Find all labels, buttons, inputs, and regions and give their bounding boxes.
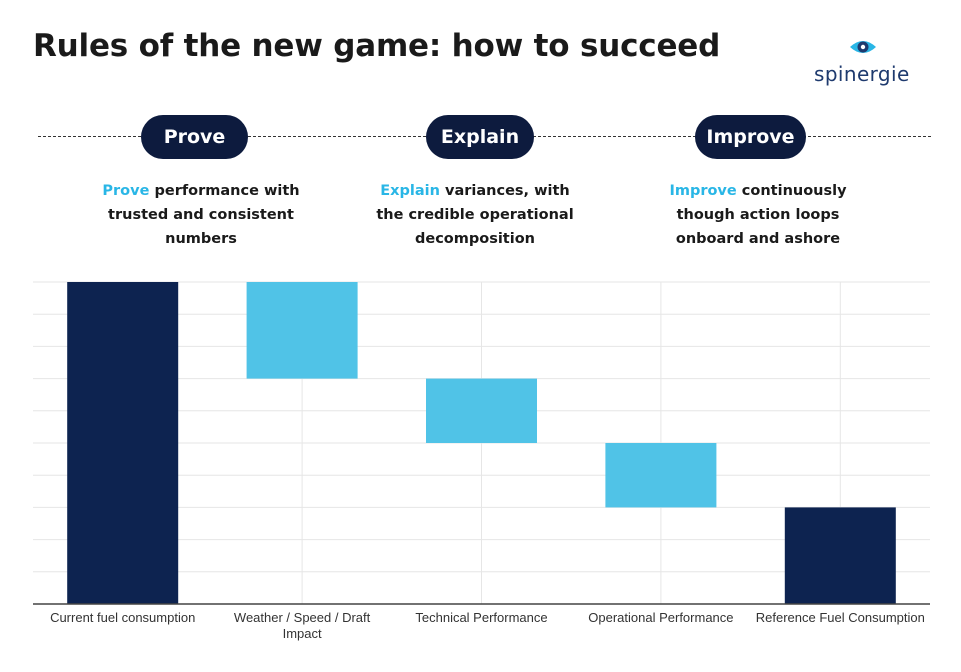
bar-1	[67, 282, 179, 604]
bar-3	[426, 378, 537, 443]
step-prove-description: Prove performance with trusted and consi…	[86, 179, 316, 251]
improve-highlight: Improve	[669, 183, 737, 199]
page-title: Rules of the new game: how to succeed	[33, 28, 721, 64]
explain-line3: decomposition	[414, 231, 535, 247]
x-tick-label: Operational Performance	[588, 610, 733, 625]
explain-highlight: Explain	[380, 183, 440, 199]
improve-line1: continuously	[736, 183, 847, 199]
step-improve-description: Improve continuously though action loops…	[643, 179, 873, 251]
explain-line2: the credible operational	[376, 207, 574, 223]
bar-4	[605, 443, 717, 508]
prove-highlight: Prove	[102, 183, 150, 199]
logo-text: spinergie	[814, 62, 910, 86]
x-tick-label: Weather / Speed / Draft Impact	[234, 610, 371, 641]
bar-5	[784, 507, 896, 604]
x-tick-label: Reference Fuel Consumption	[756, 610, 925, 625]
step-explain-pill: Explain	[426, 115, 534, 159]
prove-line3: numbers	[165, 231, 237, 247]
step-improve-pill: Improve	[695, 115, 806, 159]
explain-line1: variances, with	[439, 183, 570, 199]
bar-2	[246, 282, 358, 379]
eye-icon	[850, 41, 876, 53]
step-explain-description: Explain variances, with the credible ope…	[360, 179, 590, 251]
spinergie-logo: spinergie	[812, 36, 912, 86]
prove-line2: trusted and consistent	[108, 207, 294, 223]
prove-line1: performance with	[149, 183, 300, 199]
improve-line2: though action loops	[676, 207, 840, 223]
step-prove-pill: Prove	[141, 115, 248, 159]
x-tick-label: Technical Performance	[415, 610, 547, 625]
improve-line3: onboard and ashore	[675, 231, 841, 247]
x-tick-label: Current fuel consumption	[50, 610, 195, 625]
